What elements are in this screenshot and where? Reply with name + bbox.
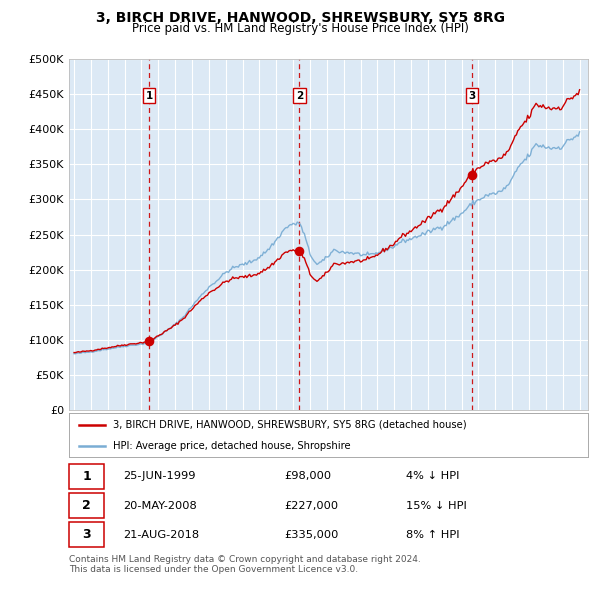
Text: 3, BIRCH DRIVE, HANWOOD, SHREWSBURY, SY5 8RG (detached house): 3, BIRCH DRIVE, HANWOOD, SHREWSBURY, SY5… <box>113 419 467 430</box>
Point <box>295 246 304 255</box>
Text: 4% ↓ HPI: 4% ↓ HPI <box>406 471 460 481</box>
Text: This data is licensed under the Open Government Licence v3.0.: This data is licensed under the Open Gov… <box>69 565 358 574</box>
Text: 15% ↓ HPI: 15% ↓ HPI <box>406 501 467 510</box>
FancyBboxPatch shape <box>69 493 104 518</box>
Text: £227,000: £227,000 <box>284 501 338 510</box>
Point <box>467 170 477 179</box>
Text: Contains HM Land Registry data © Crown copyright and database right 2024.: Contains HM Land Registry data © Crown c… <box>69 555 421 563</box>
Text: 8% ↑ HPI: 8% ↑ HPI <box>406 530 460 540</box>
Text: HPI: Average price, detached house, Shropshire: HPI: Average price, detached house, Shro… <box>113 441 351 451</box>
Text: 3, BIRCH DRIVE, HANWOOD, SHREWSBURY, SY5 8RG: 3, BIRCH DRIVE, HANWOOD, SHREWSBURY, SY5… <box>95 11 505 25</box>
Text: 2: 2 <box>296 91 303 101</box>
Text: 21-AUG-2018: 21-AUG-2018 <box>124 530 200 540</box>
Text: 20-MAY-2008: 20-MAY-2008 <box>124 501 197 510</box>
Text: £335,000: £335,000 <box>284 530 339 540</box>
Text: 3: 3 <box>469 91 476 101</box>
FancyBboxPatch shape <box>69 464 104 489</box>
Text: 3: 3 <box>82 528 91 542</box>
FancyBboxPatch shape <box>69 523 104 548</box>
Text: 1: 1 <box>146 91 153 101</box>
Point <box>145 336 154 346</box>
Text: 25-JUN-1999: 25-JUN-1999 <box>124 471 196 481</box>
Text: Price paid vs. HM Land Registry's House Price Index (HPI): Price paid vs. HM Land Registry's House … <box>131 22 469 35</box>
Text: 2: 2 <box>82 499 91 512</box>
Text: £98,000: £98,000 <box>284 471 332 481</box>
Text: 1: 1 <box>82 470 91 483</box>
